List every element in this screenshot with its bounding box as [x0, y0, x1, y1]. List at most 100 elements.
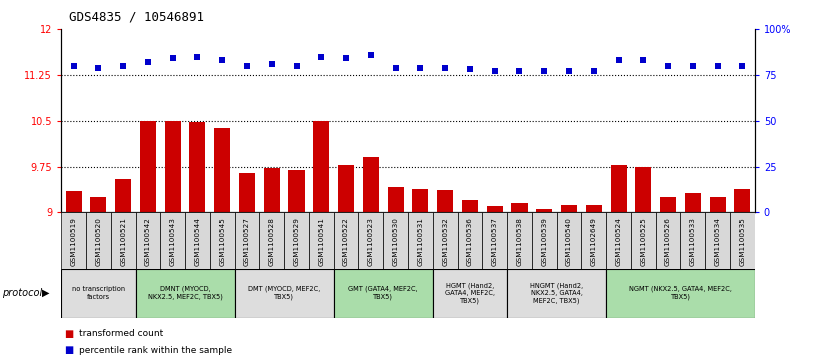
- Bar: [210, 212, 235, 269]
- Point: [686, 63, 699, 69]
- Point: [588, 68, 601, 74]
- Bar: [408, 212, 432, 269]
- Bar: [284, 212, 309, 269]
- Bar: [165, 121, 180, 212]
- Text: GSM1100533: GSM1100533: [690, 217, 696, 266]
- Bar: [532, 212, 557, 269]
- Bar: [61, 212, 86, 269]
- Bar: [681, 212, 705, 269]
- Text: GSM1100544: GSM1100544: [194, 217, 201, 266]
- Bar: [334, 269, 432, 318]
- Point: [736, 63, 749, 69]
- Text: GSM1100541: GSM1100541: [318, 217, 324, 266]
- Bar: [115, 179, 131, 212]
- Bar: [610, 165, 627, 212]
- Bar: [65, 191, 82, 212]
- Text: DMT (MYOCD, MEF2C,
TBX5): DMT (MYOCD, MEF2C, TBX5): [248, 286, 320, 300]
- Text: protocol: protocol: [2, 288, 42, 298]
- Point: [141, 59, 154, 65]
- Point: [662, 63, 675, 69]
- Text: GSM1100525: GSM1100525: [641, 217, 646, 266]
- Bar: [235, 212, 259, 269]
- Bar: [363, 158, 379, 212]
- Bar: [91, 197, 106, 212]
- Text: ▶: ▶: [42, 288, 50, 298]
- Text: GSM1100534: GSM1100534: [715, 217, 721, 266]
- Bar: [259, 212, 284, 269]
- Text: GSM1100531: GSM1100531: [418, 217, 424, 266]
- Point: [562, 68, 575, 74]
- Bar: [135, 269, 235, 318]
- Text: GMT (GATA4, MEF2C,
TBX5): GMT (GATA4, MEF2C, TBX5): [348, 286, 418, 300]
- Point: [612, 57, 625, 63]
- Bar: [730, 212, 755, 269]
- Bar: [384, 212, 408, 269]
- Text: ■: ■: [64, 329, 73, 339]
- Point: [439, 65, 452, 70]
- Bar: [507, 269, 606, 318]
- Point: [215, 57, 228, 63]
- Bar: [586, 205, 602, 212]
- Bar: [636, 167, 651, 212]
- Bar: [338, 165, 354, 212]
- Point: [488, 68, 501, 74]
- Bar: [160, 212, 185, 269]
- Text: GSM1100530: GSM1100530: [392, 217, 398, 266]
- Bar: [185, 212, 210, 269]
- Bar: [239, 173, 255, 212]
- Point: [67, 63, 80, 69]
- Bar: [313, 121, 330, 212]
- Text: GSM1100519: GSM1100519: [71, 217, 77, 266]
- Bar: [388, 187, 404, 212]
- Text: GSM1100539: GSM1100539: [541, 217, 548, 266]
- Point: [92, 65, 105, 70]
- Text: GSM1100535: GSM1100535: [739, 217, 745, 266]
- Bar: [264, 168, 280, 212]
- Text: DMNT (MYOCD,
NKX2.5, MEF2C, TBX5): DMNT (MYOCD, NKX2.5, MEF2C, TBX5): [148, 286, 223, 300]
- Bar: [606, 212, 631, 269]
- Bar: [710, 197, 725, 212]
- Text: GSM1100532: GSM1100532: [442, 217, 448, 266]
- Bar: [482, 212, 507, 269]
- Point: [117, 63, 130, 69]
- Text: GSM1100536: GSM1100536: [467, 217, 473, 266]
- Text: GSM1100521: GSM1100521: [120, 217, 126, 266]
- Bar: [507, 212, 532, 269]
- Text: GSM1100540: GSM1100540: [566, 217, 572, 266]
- Point: [538, 68, 551, 74]
- Bar: [235, 269, 334, 318]
- Bar: [432, 212, 458, 269]
- Bar: [135, 212, 160, 269]
- Bar: [557, 212, 581, 269]
- Point: [290, 63, 303, 69]
- Text: transformed count: transformed count: [79, 330, 163, 338]
- Point: [364, 52, 377, 58]
- Text: GSM1102649: GSM1102649: [591, 217, 596, 266]
- Point: [265, 61, 278, 67]
- Bar: [289, 170, 304, 212]
- Text: GSM1100524: GSM1100524: [615, 217, 622, 266]
- Text: GSM1100528: GSM1100528: [268, 217, 275, 266]
- Point: [463, 66, 477, 72]
- Text: GSM1100529: GSM1100529: [294, 217, 299, 266]
- Text: GSM1100527: GSM1100527: [244, 217, 250, 266]
- Bar: [214, 128, 230, 212]
- Text: GSM1100520: GSM1100520: [95, 217, 101, 266]
- Bar: [606, 269, 755, 318]
- Bar: [334, 212, 358, 269]
- Text: GSM1100542: GSM1100542: [145, 217, 151, 266]
- Text: percentile rank within the sample: percentile rank within the sample: [79, 346, 233, 355]
- Point: [636, 57, 650, 63]
- Bar: [705, 212, 730, 269]
- Bar: [734, 189, 751, 212]
- Bar: [582, 212, 606, 269]
- Text: GSM1100538: GSM1100538: [517, 217, 522, 266]
- Point: [414, 65, 427, 70]
- Bar: [656, 212, 681, 269]
- Bar: [432, 269, 507, 318]
- Point: [711, 63, 724, 69]
- Bar: [512, 203, 527, 212]
- Bar: [631, 212, 656, 269]
- Bar: [86, 212, 111, 269]
- Text: GSM1100537: GSM1100537: [492, 217, 498, 266]
